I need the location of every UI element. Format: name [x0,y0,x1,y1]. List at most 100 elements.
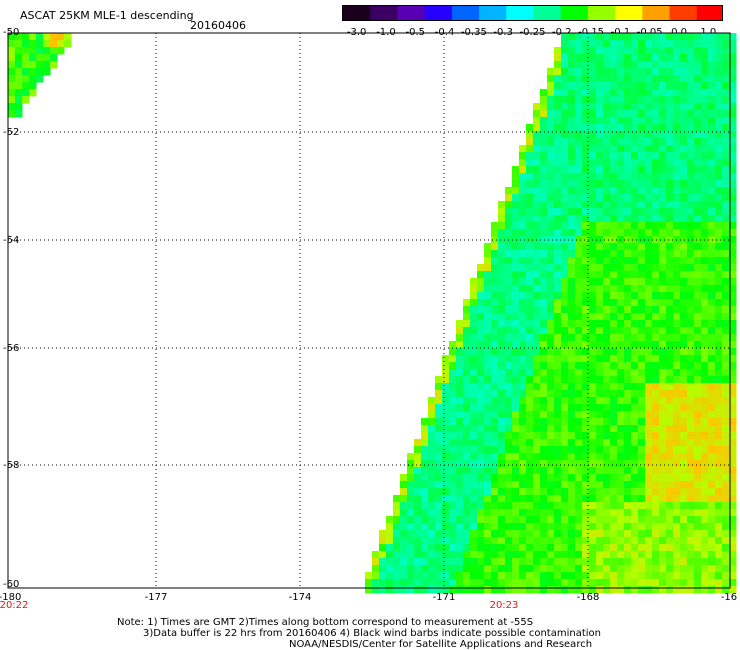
swath-cell [526,460,534,468]
swath-cell [659,397,667,405]
swath-cell [547,250,555,258]
swath-cell [722,334,730,342]
swath-cell [463,376,471,384]
swath-cell [477,488,485,496]
swath-cell [680,586,688,594]
swath-cell [526,180,534,188]
swath-cell [694,131,702,139]
swath-cell [596,124,604,132]
swath-cell [666,271,674,279]
swath-cell [708,250,716,258]
swath-cell [631,586,639,594]
swath-cell [610,292,618,300]
swath-cell [694,138,702,146]
swath-cell [645,229,653,237]
swath-cell [582,327,590,335]
swath-cell [694,446,702,454]
swath-cell [596,250,604,258]
swath-cell [687,565,695,573]
swath-cell [554,152,562,160]
swath-cell [652,446,660,454]
swath-cell [729,82,737,90]
swath-cell [456,495,464,503]
swath-cell [561,530,569,538]
swath-cell [638,551,646,559]
product-title: ASCAT 25KM MLE-1 descending [20,9,194,22]
swath-cell [589,341,597,349]
swath-cell [617,362,625,370]
swath-cell [533,509,541,517]
swath-cell [533,201,541,209]
swath-cell [666,488,674,496]
swath-cell [610,33,618,41]
swath-cell [722,299,730,307]
swath-cell [519,327,527,335]
swath-cell [449,586,457,594]
swath-cell [512,264,520,272]
swath-cell [15,54,23,62]
swath-cell [582,208,590,216]
swath-cell [680,180,688,188]
swath-cell [652,418,660,426]
swath-cell [645,299,653,307]
swath-cell [428,530,436,538]
swath-cell [687,96,695,104]
swath-cell [568,425,576,433]
swath-cell [687,236,695,244]
swath-cell [484,586,492,594]
swath-cell [701,292,709,300]
swath-cell [722,376,730,384]
swath-cell [561,425,569,433]
swath-cell [533,439,541,447]
swath-cell [638,187,646,195]
swath-cell [638,145,646,153]
swath-cell [680,54,688,62]
swath-cell [407,516,415,524]
swath-cell [659,355,667,363]
swath-cell [554,355,562,363]
swath-cell [708,82,716,90]
swath-cell [596,215,604,223]
swath-cell [491,306,499,314]
swath-cell [722,467,730,475]
swath-cell [428,558,436,566]
swath-cell [463,572,471,580]
swath-cell [498,411,506,419]
swath-cell [722,75,730,83]
swath-cell [589,215,597,223]
swath-cell [456,397,464,405]
swath-cell [540,250,548,258]
swath-cell [715,229,723,237]
swath-cell [470,320,478,328]
swath-cell [638,40,646,48]
swath-cell [687,390,695,398]
swath-cell [582,502,590,510]
swath-cell [519,278,527,286]
swath-cell [659,502,667,510]
swath-cell [533,131,541,139]
swath-cell [491,236,499,244]
swath-cell [715,404,723,412]
swath-cell [554,131,562,139]
swath-cell [722,558,730,566]
swath-cell [484,306,492,314]
swath-cell [638,271,646,279]
swath-cell [554,201,562,209]
swath-cell [449,404,457,412]
swath-cell [582,292,590,300]
swath-cell [449,565,457,573]
swath-cell [575,334,583,342]
swath-cell [617,481,625,489]
swath-cell [554,264,562,272]
swath-cell [687,33,695,41]
swath-cell [666,68,674,76]
swath-cell [673,439,681,447]
swath-cell [694,110,702,118]
swath-cell [624,47,632,55]
swath-cell [582,82,590,90]
swath-cell [652,180,660,188]
swath-cell [15,40,23,48]
swath-cell [694,383,702,391]
swath-cell [22,75,30,83]
swath-cell [561,47,569,55]
